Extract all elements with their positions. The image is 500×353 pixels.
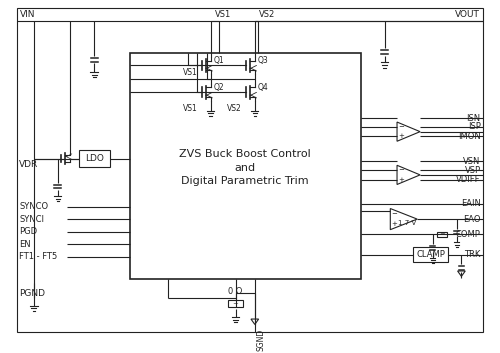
Text: VS2: VS2 bbox=[258, 10, 275, 19]
Text: CLAMP: CLAMP bbox=[416, 250, 445, 259]
Text: VOUT: VOUT bbox=[455, 10, 479, 19]
Bar bbox=[414, 247, 448, 262]
Text: −: − bbox=[391, 211, 397, 217]
Text: Digital Parametric Trim: Digital Parametric Trim bbox=[182, 176, 309, 186]
Text: VIN: VIN bbox=[20, 10, 36, 19]
Text: VS1: VS1 bbox=[182, 104, 198, 113]
Text: +: + bbox=[398, 133, 404, 139]
Text: SYNCI: SYNCI bbox=[20, 215, 44, 223]
Text: +: + bbox=[398, 177, 404, 183]
Text: VS1: VS1 bbox=[214, 10, 230, 19]
Text: SGND: SGND bbox=[256, 329, 266, 351]
Text: EAO: EAO bbox=[463, 215, 480, 223]
Text: EAIN: EAIN bbox=[461, 199, 480, 208]
Text: Q3: Q3 bbox=[258, 56, 268, 65]
Text: 1.7 V: 1.7 V bbox=[398, 220, 416, 226]
Text: ~: ~ bbox=[232, 301, 238, 307]
Text: TRK: TRK bbox=[464, 250, 480, 259]
Text: VS1: VS1 bbox=[182, 68, 198, 77]
Text: ZVS Buck Boost Control: ZVS Buck Boost Control bbox=[180, 149, 311, 159]
Bar bbox=[438, 232, 447, 237]
Text: Q1: Q1 bbox=[214, 56, 224, 65]
Text: Q4: Q4 bbox=[258, 83, 268, 92]
Text: +: + bbox=[391, 221, 397, 227]
Text: VDR: VDR bbox=[20, 160, 38, 168]
Text: ISP: ISP bbox=[468, 122, 480, 131]
Text: VDIFF: VDIFF bbox=[456, 175, 480, 184]
Text: IMON: IMON bbox=[458, 132, 480, 141]
Text: SYNCO: SYNCO bbox=[20, 202, 48, 211]
Text: VSN: VSN bbox=[464, 157, 480, 166]
Text: ISN: ISN bbox=[466, 114, 480, 123]
Text: VS2: VS2 bbox=[227, 104, 242, 113]
Bar bbox=[79, 150, 110, 167]
Text: COMP: COMP bbox=[456, 230, 480, 239]
Text: EN: EN bbox=[20, 240, 31, 249]
Bar bbox=[228, 300, 244, 306]
Text: and: and bbox=[234, 163, 256, 173]
Text: FT1 - FT5: FT1 - FT5 bbox=[20, 252, 58, 261]
Text: −: − bbox=[398, 124, 404, 130]
Text: −: − bbox=[398, 167, 404, 173]
Text: Q2: Q2 bbox=[214, 83, 224, 92]
Text: PGND: PGND bbox=[20, 289, 46, 298]
Text: 0 Ω: 0 Ω bbox=[228, 287, 242, 296]
Bar bbox=[130, 53, 360, 279]
Text: LDO: LDO bbox=[85, 154, 104, 163]
Text: ~: ~ bbox=[440, 232, 445, 238]
Text: PGD: PGD bbox=[20, 227, 38, 236]
Text: VSP: VSP bbox=[464, 166, 480, 175]
